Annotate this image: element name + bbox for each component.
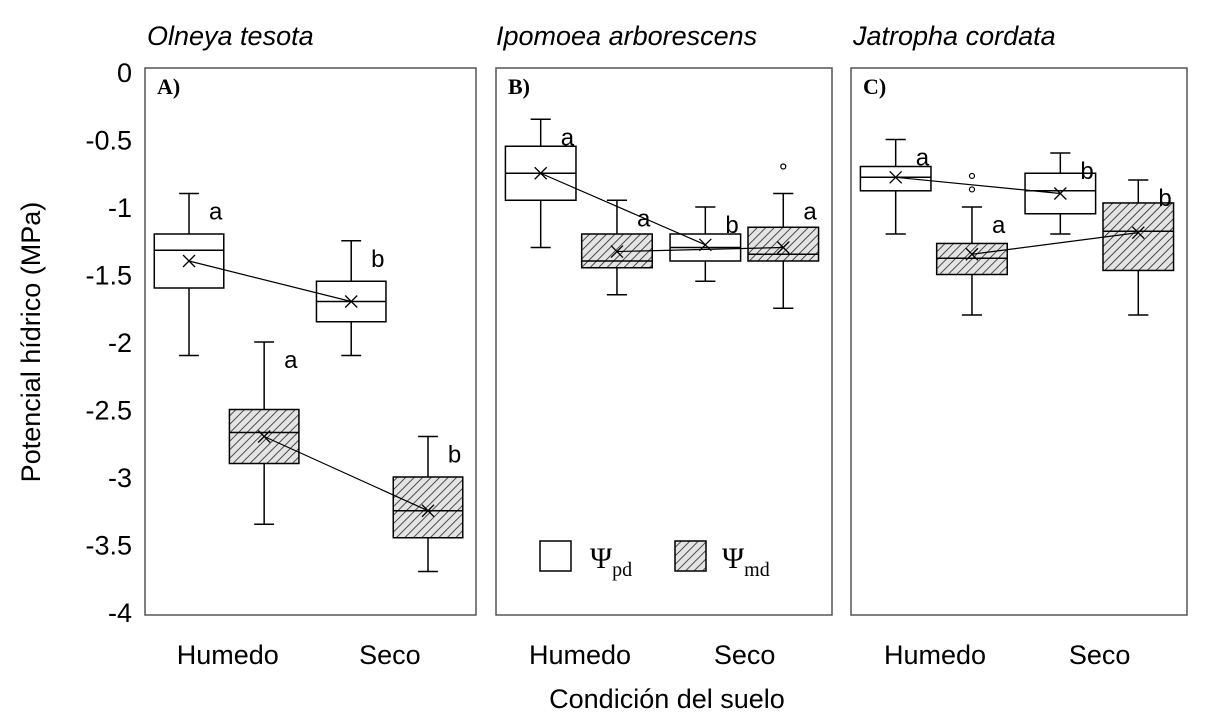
x-axis-label: Condición del suelo (549, 684, 785, 714)
iqr-box (747, 226, 820, 262)
mean-x-stroke (889, 170, 903, 184)
mean-x-stroke (610, 245, 624, 259)
box-humedo-pd: a (504, 118, 577, 249)
panel-b: B) Ipomoea arborescens Humedo Seco a a b a Ψpd Ψm… (495, 21, 833, 670)
legend-label-md: Ψmd (722, 542, 770, 581)
panel-label: B) (508, 74, 530, 99)
y-tick-label: -3.5 (85, 531, 132, 561)
box-seco-pd: b (315, 240, 387, 357)
outlier-point (968, 172, 976, 180)
y-tick-label: -4 (108, 598, 132, 628)
panel-title: Jatropha cordata (852, 21, 1056, 51)
box-humedo-md: a (228, 341, 300, 525)
box-seco-md: b (1102, 179, 1175, 316)
iqr-box (392, 476, 464, 539)
significance-letter: a (284, 347, 298, 374)
y-tick-label: -1 (108, 193, 132, 223)
y-tick-label: -1.5 (85, 261, 132, 291)
mean-x-stroke (698, 238, 712, 252)
mean-x-stroke (344, 295, 358, 308)
panel-a: A) Olneya tesota 0 -0.5 -1 -1.5 -2 -2.5 -3 -3.5 -4… (85, 21, 477, 670)
x-tick-label: Humedo (177, 640, 279, 670)
mean-marker (610, 245, 624, 259)
mean-connector-pd (895, 176, 1061, 195)
x-tick-label: Humedo (884, 640, 986, 670)
x-tick-label: Seco (1069, 640, 1131, 670)
y-tick-label: 0 (117, 58, 132, 88)
significance-letter: a (561, 124, 575, 151)
significance-letter: a (992, 212, 1006, 239)
mean-connector-pd (188, 260, 352, 303)
mean-marker (257, 430, 271, 443)
mean-x-stroke (776, 241, 790, 254)
significance-letter: b (725, 212, 738, 239)
mean-x-stroke (534, 166, 548, 180)
outlier-point (968, 186, 976, 193)
y-tick-label: -2.5 (85, 396, 132, 426)
mean-marker (182, 254, 196, 268)
mean-marker (534, 166, 548, 180)
y-tick-label: -2 (108, 328, 132, 358)
outlier-point (780, 163, 787, 170)
mean-x-stroke (1131, 226, 1145, 240)
mean-x-stroke (257, 430, 271, 443)
panel-label: A) (157, 74, 180, 99)
significance-letter: b (448, 442, 461, 469)
panel-frame (850, 67, 1188, 616)
mean-marker (965, 247, 979, 261)
mean-connector-md (616, 246, 784, 253)
x-tick-label: Humedo (529, 640, 631, 670)
mean-connector-md (971, 232, 1139, 255)
panel-frame (495, 67, 833, 616)
legend-subscript: md (744, 559, 770, 581)
box-humedo-md: a (580, 199, 653, 296)
y-tick-label: -0.5 (85, 126, 132, 156)
mean-marker (1131, 226, 1145, 240)
iqr-box (859, 165, 932, 192)
mean-connector-pd (540, 172, 706, 246)
box-humedo-pd: a (153, 192, 225, 357)
panel-title: Ipomoea arborescens (496, 21, 757, 51)
mean-marker (344, 295, 358, 308)
significance-letter: a (209, 199, 223, 226)
panel-c: C) Jatropha cordata Humedo Seco a a b b (850, 21, 1188, 670)
mean-marker (1053, 187, 1067, 200)
legend-swatch-md (674, 540, 707, 572)
mean-x-stroke (421, 504, 435, 518)
significance-letter: a (916, 145, 930, 172)
y-axis-label: Potencial hídrico (MPa) (16, 202, 46, 483)
significance-letter: b (1158, 185, 1171, 212)
box-seco-pd: b (669, 206, 742, 282)
mean-connector-md (263, 435, 429, 512)
panel-title: Olneya tesota (147, 21, 314, 51)
legend-label-pd: Ψpd (590, 542, 632, 581)
x-tick-label: Seco (714, 640, 776, 670)
legend: Ψpd Ψmd (539, 540, 770, 581)
box-seco-md: a (747, 163, 820, 309)
box-humedo-pd: a (859, 138, 932, 235)
significance-letter: a (803, 199, 817, 226)
iqr-box (1102, 202, 1175, 272)
mean-marker (776, 241, 790, 254)
mean-marker (421, 504, 435, 518)
significance-letter: b (1080, 158, 1093, 185)
panel-label: C) (863, 74, 886, 99)
legend-swatch-pd (539, 540, 572, 572)
significance-letter: b (371, 246, 384, 273)
x-tick-label: Seco (359, 640, 421, 670)
legend-subscript: pd (612, 559, 632, 581)
mean-x-stroke (965, 247, 979, 261)
mean-x-stroke (1053, 187, 1067, 200)
box-humedo-md: a (935, 172, 1008, 316)
mean-marker (889, 170, 903, 184)
y-tick-label: -3 (108, 463, 132, 493)
panel-frame (144, 67, 477, 616)
mean-x-stroke (182, 254, 196, 268)
box-seco-md: b (392, 435, 464, 573)
